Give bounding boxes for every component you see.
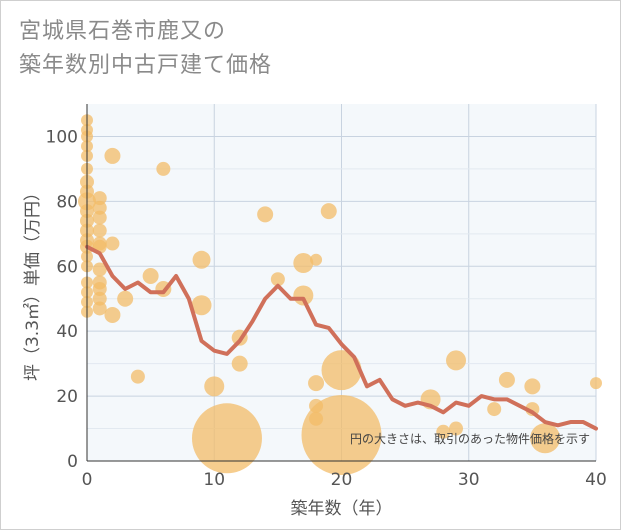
scatter-point [117, 290, 134, 307]
scatter-point [590, 377, 602, 390]
y-tick-label: 100 [46, 127, 78, 147]
y-tick-label: 40 [56, 322, 78, 342]
scatter-point [270, 272, 285, 287]
scatter-point [92, 200, 107, 215]
x-tick-label: 10 [203, 470, 225, 490]
scatter-point [191, 403, 262, 474]
scatter-point [191, 295, 212, 316]
scatter-point [257, 206, 274, 223]
scatter-point [142, 268, 159, 285]
y-tick-label: 20 [56, 387, 78, 407]
scatter-point [92, 223, 107, 238]
scatter-point [192, 250, 211, 269]
scatter-point [92, 291, 107, 306]
scatter-point [104, 147, 121, 164]
scatter-point [156, 161, 171, 176]
x-axis-label: 築年数（年） [291, 499, 393, 519]
tick-labels: 0 10 20 30 40 0 20 40 60 80 100 [46, 127, 607, 490]
scatter-point [104, 306, 121, 323]
scatter-point [204, 376, 225, 397]
scatter-point [293, 253, 314, 274]
bubble-size-note: 円の大きさは、取引のあった物件価格を示す [350, 431, 590, 446]
scatter-point [446, 350, 467, 371]
scatter-point [320, 203, 337, 220]
scatter-point [309, 398, 324, 413]
y-tick-label: 60 [56, 257, 78, 277]
chart-title-line1: 宮城県石巻市鹿又の [19, 19, 227, 44]
x-tick-label: 20 [331, 470, 353, 490]
scatter-point [321, 350, 362, 391]
scatter-point [487, 402, 502, 417]
x-tick-label: 0 [82, 470, 93, 490]
scatter-point [130, 369, 145, 384]
scatter-point [436, 424, 451, 439]
scatter-point [498, 371, 515, 388]
y-axis-label: 坪（3.3㎡）単価（万円） [23, 184, 43, 381]
y-tick-label: 0 [67, 452, 78, 472]
x-tick-label: 30 [458, 470, 480, 490]
y-tick-label: 80 [56, 192, 78, 212]
scatter-point [92, 301, 107, 316]
scatter-point [92, 210, 107, 225]
scatter-point [449, 421, 464, 436]
chart-title: 宮城県石巻市鹿又の 築年数別中古戸建て価格 [19, 15, 272, 83]
scatter-point [530, 423, 561, 454]
axes [86, 104, 596, 462]
scatter-point [231, 355, 248, 372]
scatter-point [92, 281, 107, 296]
scatter-point [308, 375, 325, 392]
chart-title-line2: 築年数別中古戸建て価格 [19, 53, 273, 78]
scatter-point [105, 236, 120, 251]
scatter-point [92, 191, 107, 206]
scatter-point [309, 411, 324, 426]
scatter-point [310, 253, 323, 266]
average-price-line [85, 244, 598, 431]
x-tick-label: 40 [585, 470, 607, 490]
scatter-point [92, 262, 107, 277]
scatter-point [524, 378, 541, 395]
